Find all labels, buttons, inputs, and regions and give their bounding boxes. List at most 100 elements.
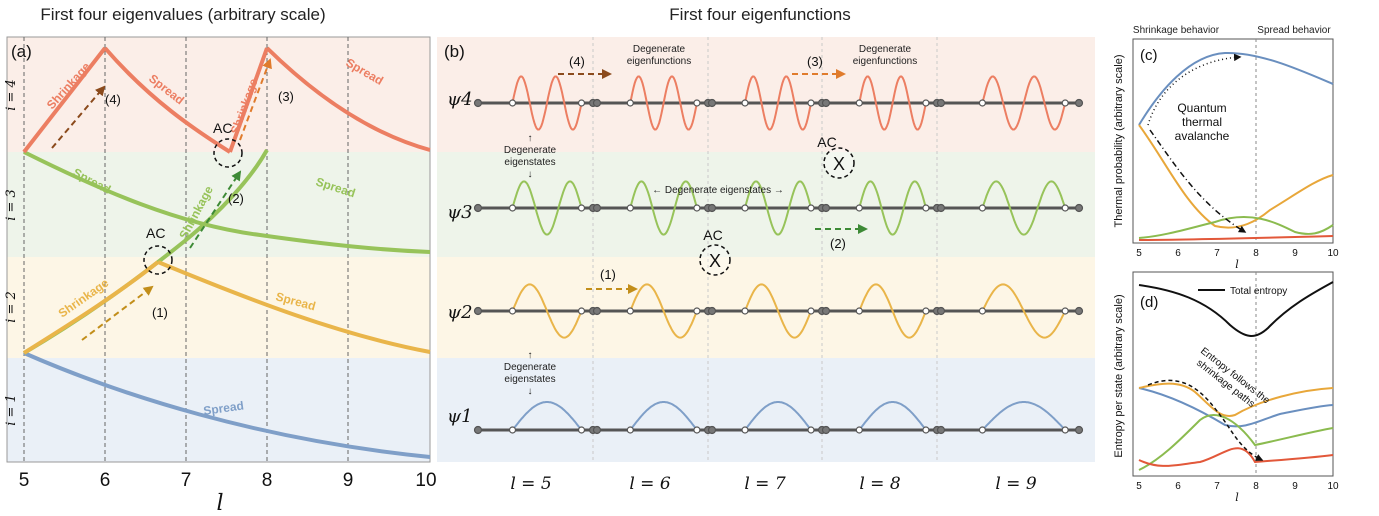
chain-node-psi1-l7-2	[807, 426, 815, 434]
degenerate-eigenstates-bottom-line2: eigenstates	[504, 374, 555, 385]
tick-a-6: 6	[100, 470, 111, 491]
chain-node-psi4-l6-0	[592, 98, 602, 108]
d-shrinkage-arrow	[1147, 379, 1264, 461]
chain-node-psi4-l5-1	[508, 99, 517, 107]
chain-node-psi3-l9-0	[936, 203, 946, 213]
b-x-mark-1: X	[833, 154, 845, 174]
eigenfunction-psi3-l8	[858, 180, 927, 236]
b-ac-label-2: AC	[703, 227, 722, 243]
path-arrow-1	[81, 285, 154, 341]
path-arrow-4	[51, 85, 106, 149]
eigenfunction-psi2-l6	[629, 283, 698, 339]
tick-a-5: 5	[19, 470, 30, 491]
chain-node-psi2-l5-2	[577, 307, 586, 315]
degenerate-eigenstates-bottom-line1: Degenerate	[504, 362, 557, 373]
d-tick-5: 5	[1136, 481, 1142, 492]
chain-node-psi1-l9-1	[978, 426, 987, 434]
chain-node-psi2-l6-2	[693, 307, 701, 315]
c-tick-7: 7	[1214, 248, 1220, 259]
d-tick-9: 9	[1292, 481, 1298, 492]
chain-node-psi3-l7-1	[741, 204, 749, 212]
chain-node-psi1-l8-2	[922, 426, 930, 434]
band-label-i2: i = 2	[4, 291, 19, 323]
chain-node-psi1-l5-1	[508, 426, 517, 434]
b-band-2	[437, 257, 1095, 358]
eigenfunction-psi2-l5	[511, 283, 583, 339]
chain-node-psi1-l7-1	[741, 426, 749, 434]
chain-node-psi1-l9-0	[936, 425, 946, 435]
chain-node-psi3-l8-1	[855, 204, 863, 212]
degenerate-eigenstates-bottom-arrow-down: ↓	[528, 386, 533, 397]
panel-a-xlabel: l	[216, 491, 223, 516]
panel-b-title: First four eigenfunctions	[669, 5, 850, 24]
curve-i4-shrink-2	[228, 47, 269, 153]
chain-node-psi2-l5-0	[473, 306, 483, 316]
path-label-3: (3)	[278, 89, 294, 104]
panel-a-label: (a)	[11, 42, 32, 61]
panel-a-gridlines	[23, 37, 349, 462]
b-path-label-4: (4)	[569, 54, 585, 69]
eigenfunction-psi4-l5	[511, 75, 583, 131]
eigenfunction-psi1-l8	[858, 401, 927, 431]
chain-node-psi1-l9-2	[1061, 426, 1069, 434]
row-label-psi4: ψ4	[447, 89, 473, 110]
eigenfunction-psi4-l9	[981, 75, 1067, 131]
c-annotation-line1: Quantum	[1177, 101, 1226, 115]
chain-node-psi2-l9-3	[1074, 306, 1084, 316]
d-curve-total	[1138, 281, 1334, 337]
path-arrow-2	[189, 170, 242, 249]
b-ac-label-1: AC	[817, 134, 836, 150]
tick-a-7: 7	[181, 470, 192, 491]
chain-node-psi1-l6-2	[693, 426, 701, 434]
chain-node-psi2-l8-0	[821, 306, 831, 316]
chain-node-psi3-l8-2	[922, 204, 930, 212]
eigenfunction-psi3-l9	[981, 180, 1067, 236]
panel-b: First four eigenfunctions (b) ψ4 ψ3 ψ2 ψ…	[437, 5, 1095, 494]
panel-c-xlabel: l	[1235, 258, 1239, 271]
c-annotation-line3: avalanche	[1175, 129, 1230, 143]
tick-a-9: 9	[343, 470, 354, 491]
d-curve-green	[1138, 414, 1334, 471]
chain-node-psi4-l8-0	[821, 98, 831, 108]
d-tick-6: 6	[1175, 481, 1181, 492]
chain-node-psi4-l8-1	[855, 99, 863, 107]
b-ac-circle-1	[823, 147, 855, 179]
b-band-4	[437, 37, 1095, 152]
row-label-psi1: ψ1	[447, 406, 473, 427]
panel-d-ylabel: Entropy per state (arbitrary scale)	[1113, 294, 1125, 457]
eigenfunction-psi4-l6	[629, 75, 698, 131]
c-tick-6: 6	[1175, 248, 1181, 259]
chain-node-psi2-l8-1	[855, 307, 863, 315]
column-label-l5: l = 5	[510, 474, 551, 494]
column-label-l7: l = 7	[744, 474, 785, 494]
label-i1-spread: Spread	[202, 398, 244, 418]
band-label-i4: i = 4	[4, 79, 19, 111]
chain-node-psi2-l9-1	[978, 307, 987, 315]
b-x-mark-2: X	[709, 251, 721, 271]
d-tick-10: 10	[1327, 481, 1339, 492]
eigenfunction-psi2-l8	[858, 283, 927, 339]
chain-node-psi3-l9-2	[1061, 204, 1069, 212]
chain-node-psi3-l7-0	[707, 203, 717, 213]
chain-node-psi3-l6-0	[592, 203, 602, 213]
c-tick-10: 10	[1327, 248, 1339, 259]
column-label-l8: l = 8	[859, 474, 900, 494]
eigenfunction-psi2-l9	[981, 283, 1067, 339]
eigenfunction-psi3-l7	[744, 180, 812, 236]
b-ac-circle-2	[699, 244, 731, 276]
chain-node-psi4-l5-0	[473, 98, 483, 108]
c-annotation-line2: thermal	[1182, 115, 1222, 129]
eigenfunction-psi1-l7	[744, 401, 812, 431]
eigenfunction-psi1-l9	[981, 401, 1066, 431]
b-band-1	[437, 358, 1095, 462]
panel-c-header-left: Shrinkage behavior	[1133, 25, 1220, 36]
b-path-label-3: (3)	[807, 54, 823, 69]
degenerate-eigenfunctions-1-line1: Degenerate	[633, 44, 686, 55]
d-tick-7: 7	[1214, 481, 1220, 492]
panel-a-frame	[6, 36, 431, 463]
degenerate-eigenfunctions-2-line1: Degenerate	[859, 44, 912, 55]
chain-node-psi2-l7-2	[807, 307, 815, 315]
chain-node-psi1-l9-3	[1074, 425, 1084, 435]
degenerate-eigenstates-top-line2: eigenstates	[504, 157, 555, 168]
